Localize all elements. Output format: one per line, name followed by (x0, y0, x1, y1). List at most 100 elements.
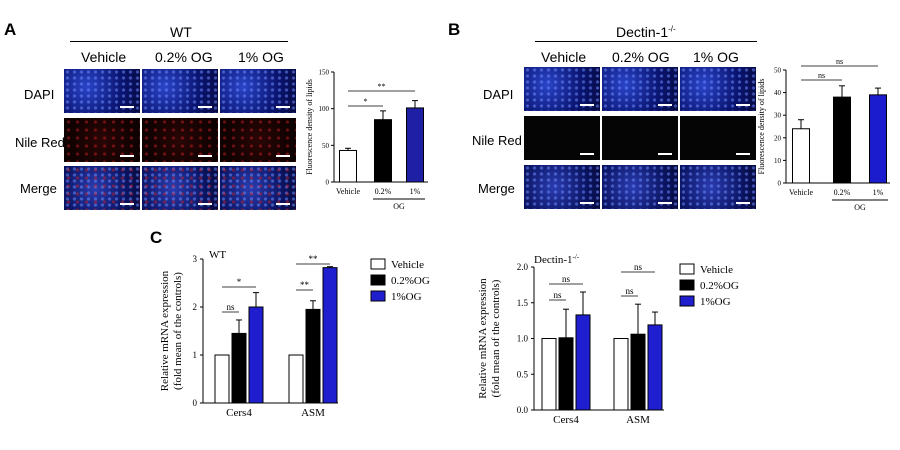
legend-swatch (370, 258, 386, 270)
legend-label: 1%OG (391, 291, 422, 303)
bar (305, 308, 321, 404)
micrograph-a-dapi-02og (142, 69, 218, 113)
significance-label: ns (625, 286, 634, 296)
panel-letter-a: A (4, 20, 17, 39)
micrograph-b-dapi-vehicle (524, 67, 600, 111)
micrograph-a-nile-vehicle (64, 118, 140, 162)
panel-letter-c: C (150, 228, 163, 247)
bar (231, 332, 247, 404)
panel-a-row-nilered: Nile Red (15, 135, 65, 150)
chart-c-wt-mrna: 0 1 2 3 Relative mRNA expression (fold mean o… (159, 249, 430, 419)
significance-label: ** (300, 280, 310, 290)
y-tick-label: 50 (774, 67, 782, 75)
panel-b-row-dapi: DAPI (483, 87, 514, 102)
y-axis-label: Relative mRNA expression (477, 278, 489, 399)
x-tick-label: Cers4 (226, 407, 252, 419)
y-tick-label: 10 (774, 157, 782, 165)
panel-b-col-vehicle: Vehicle (541, 49, 587, 65)
chart-b-lipid-density: 0 10 20 30 40 50 Fluorescence density of lipid… (757, 57, 890, 212)
bar (613, 338, 629, 411)
panel-a-row-merge: Merge (20, 181, 57, 196)
x-tick-label: ASM (626, 414, 650, 426)
y-tick-label: 3 (193, 254, 198, 264)
micrograph-b-nile-02og (602, 116, 678, 160)
y-axis-label-2: (fold mean of the controls) (172, 272, 184, 390)
y-tick-label: 1 (193, 350, 198, 360)
y-tick-label: 20 (774, 134, 782, 142)
chart-title: Dectin-1-/- (534, 253, 580, 266)
x-tick-label: Cers4 (553, 414, 579, 426)
bar (248, 306, 264, 404)
legend-label: Vehicle (700, 264, 733, 276)
micrograph-b-dapi-1og (680, 67, 756, 111)
x-tick-label: Vehicle (336, 187, 360, 196)
significance-label: ** (378, 82, 386, 91)
panel-a-col-1og: 1% OG (238, 49, 284, 65)
legend-swatch (679, 263, 695, 275)
y-tick-label: 1.0 (517, 334, 529, 344)
bar (833, 96, 851, 184)
micrograph-b-merge-1og (680, 165, 756, 209)
micrograph-b-merge-vehicle (524, 165, 600, 209)
panel-b-row-merge: Merge (478, 181, 515, 196)
x-tick-label: ASM (301, 407, 325, 419)
y-axis-label: Fluorescence density of lipids (305, 79, 314, 175)
group-label: OG (393, 202, 405, 211)
micrograph-b-merge-02og (602, 165, 678, 209)
y-tick-label: 2.0 (517, 262, 529, 272)
bar (339, 149, 357, 183)
micrograph-b-dapi-02og (602, 67, 678, 111)
panel-a-row-dapi: DAPI (24, 87, 55, 102)
micrograph-b-nile-1og (680, 116, 756, 160)
x-tick-label: 1% (873, 188, 884, 197)
y-tick-label: 150 (319, 69, 330, 77)
panel-letter-b: B (448, 20, 461, 39)
legend-swatch (370, 274, 386, 286)
significance-label: ns (634, 262, 643, 272)
bar (630, 333, 646, 411)
y-tick-label: 2 (193, 302, 198, 312)
significance-label: ns (836, 57, 843, 66)
micrograph-a-nile-1og (220, 118, 296, 162)
y-tick-label: 100 (319, 105, 330, 113)
y-tick-label: 40 (774, 89, 782, 97)
legend-swatch (679, 295, 695, 307)
panel-b-group-line (535, 41, 757, 42)
micrograph-a-merge-vehicle (64, 166, 140, 210)
bar (869, 94, 887, 184)
y-tick-label: 0 (326, 179, 330, 187)
bar (647, 324, 663, 411)
y-tick-label: 0.0 (517, 405, 529, 415)
x-tick-label: 1% (410, 187, 421, 196)
panel-a-col-02og: 0.2% OG (155, 49, 213, 65)
bar (322, 267, 338, 404)
legend-label: 0.2%OG (700, 280, 739, 292)
significance-label: ns (553, 290, 562, 300)
bar (374, 119, 392, 183)
significance-label: ** (309, 254, 319, 264)
x-tick-label: 0.2% (375, 187, 392, 196)
panel-b-col-02og: 0.2% OG (612, 49, 670, 65)
legend-label: 1%OG (700, 296, 731, 308)
panel-b-row-nilered: Nile Red (472, 133, 522, 148)
panel-a-group-title: WT (170, 24, 192, 40)
bar (575, 314, 591, 411)
y-tick-label: 1.5 (517, 298, 529, 308)
micrograph-a-dapi-1og (220, 69, 296, 113)
y-axis-label: Fluorescence density of lipids (757, 79, 766, 175)
legend-swatch (679, 279, 695, 291)
significance-label: ns (818, 71, 825, 80)
micrograph-a-dapi-vehicle (64, 69, 140, 113)
bar (406, 107, 424, 183)
x-tick-label: Vehicle (789, 188, 813, 197)
y-axis-label-2: (fold mean of the controls) (490, 279, 502, 397)
y-tick-label: 0 (778, 180, 782, 188)
significance-label: * (237, 277, 242, 287)
group-label: OG (854, 203, 866, 212)
panel-a-col-vehicle: Vehicle (81, 49, 127, 65)
micrograph-a-merge-02og (142, 166, 218, 210)
micrograph-b-nile-vehicle (524, 116, 600, 160)
y-tick-label: 30 (774, 112, 782, 120)
bar (541, 338, 557, 411)
